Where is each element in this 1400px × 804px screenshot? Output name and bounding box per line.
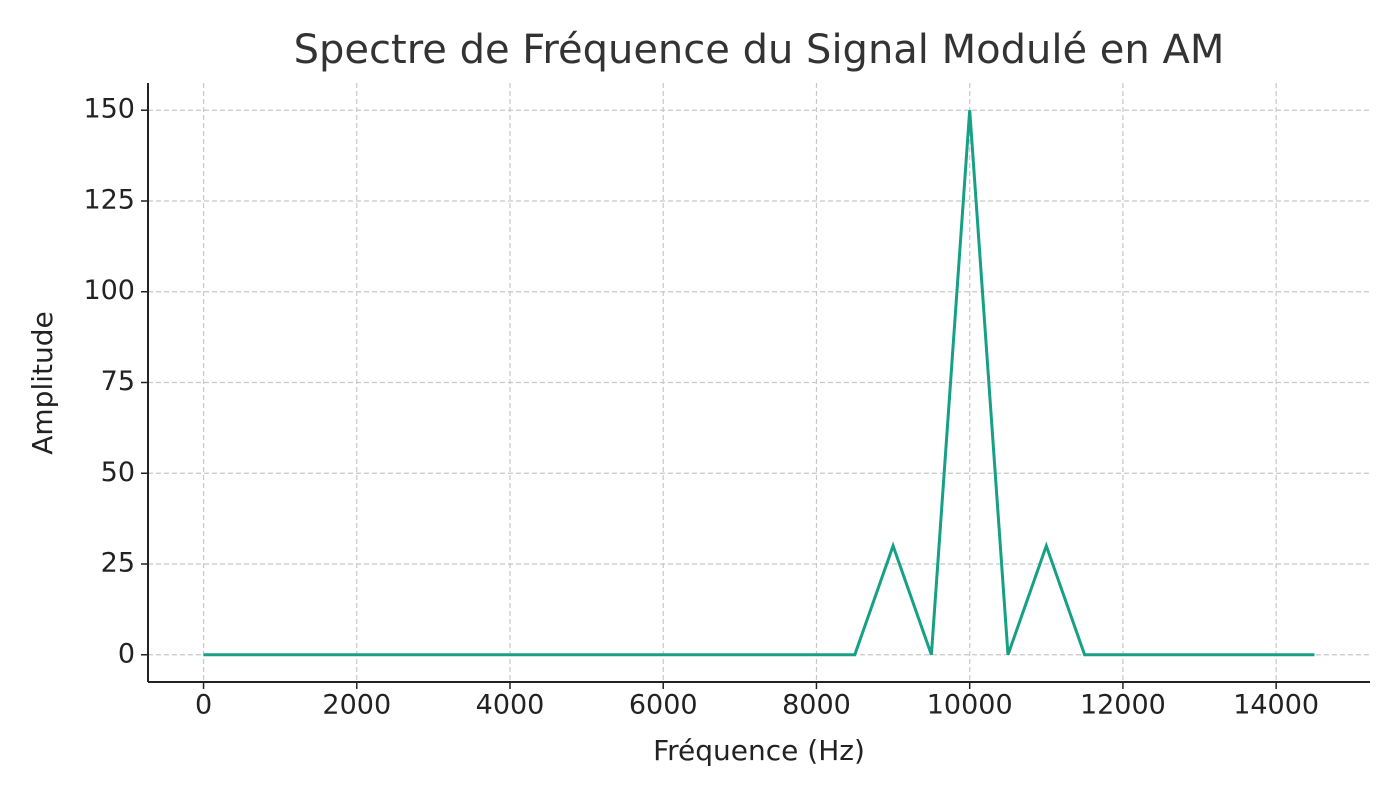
x-tick-label: 12000 (1080, 690, 1166, 721)
y-tick-label: 25 (101, 548, 135, 579)
y-tick-label: 0 (118, 638, 135, 669)
data-line (203, 110, 1315, 657)
x-tick-label: 4000 (476, 690, 545, 721)
chart-title: Spectre de Fréquence du Signal Modulé en… (294, 27, 1225, 73)
x-tick-label: 14000 (1233, 690, 1319, 721)
y-tick-label: 125 (83, 184, 135, 215)
x-tick-label: 10000 (927, 690, 1013, 721)
x-tick-label: 0 (195, 690, 212, 721)
y-tick-label: 150 (83, 94, 135, 125)
x-tick-label: 2000 (322, 690, 391, 721)
x-tick-label: 6000 (629, 690, 698, 721)
x-tick-label: 8000 (782, 690, 851, 721)
y-tick-label: 50 (101, 457, 135, 488)
y-tick-label: 75 (101, 366, 135, 397)
y-axis-label: Amplitude (26, 311, 59, 455)
x-axis-label: Fréquence (Hz) (653, 734, 865, 767)
y-tick-label: 100 (83, 275, 135, 306)
